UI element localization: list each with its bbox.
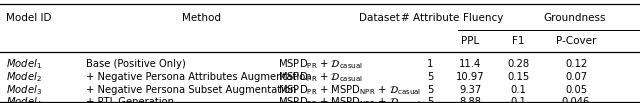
Text: MSPD$_{\rm PR}$ + MSPD$_{\rm NPR}$ + $\mathcal{D}_{\rm casual}$: MSPD$_{\rm PR}$ + MSPD$_{\rm NPR}$ + $\m… <box>278 83 421 97</box>
Text: 11.4: 11.4 <box>460 59 481 69</box>
Text: 5: 5 <box>427 85 433 95</box>
Text: 10.97: 10.97 <box>456 72 484 82</box>
Text: + RTL Generation: + RTL Generation <box>86 97 174 103</box>
Text: Groundness: Groundness <box>543 12 605 23</box>
Text: 0.05: 0.05 <box>565 85 587 95</box>
Text: 5: 5 <box>427 97 433 103</box>
Text: Base (Positive Only): Base (Positive Only) <box>86 59 186 69</box>
Text: Model ID: Model ID <box>6 12 52 23</box>
Text: $\mathit{Model}_{1}$: $\mathit{Model}_{1}$ <box>6 57 42 71</box>
Text: 0.046: 0.046 <box>562 97 590 103</box>
Text: 0.12: 0.12 <box>565 59 587 69</box>
Text: P-Cover: P-Cover <box>556 36 596 46</box>
Text: 5: 5 <box>427 72 433 82</box>
Text: 8.88: 8.88 <box>460 97 481 103</box>
Text: $\mathit{Model}_{4}$: $\mathit{Model}_{4}$ <box>6 96 42 103</box>
Text: PPL: PPL <box>461 36 479 46</box>
Text: 0.07: 0.07 <box>565 72 587 82</box>
Text: Fluency: Fluency <box>463 12 504 23</box>
Text: 0.1: 0.1 <box>511 97 526 103</box>
Text: $\mathit{Model}_{3}$: $\mathit{Model}_{3}$ <box>6 83 42 97</box>
Text: MSPD$_{\rm PR}$ + $\mathcal{D}_{\rm casual}$: MSPD$_{\rm PR}$ + $\mathcal{D}_{\rm casu… <box>278 57 364 71</box>
Text: MSPD$_{\rm PR}$ + $\mathcal{D}_{\rm casual}$: MSPD$_{\rm PR}$ + $\mathcal{D}_{\rm casu… <box>278 70 364 84</box>
Text: + Negative Persona Subset Augmentation: + Negative Persona Subset Augmentation <box>86 85 297 95</box>
Text: + Negative Persona Attributes Augmentation: + Negative Persona Attributes Augmentati… <box>86 72 312 82</box>
Text: 0.28: 0.28 <box>508 59 529 69</box>
Text: MSPD$_{\rm PR}$ + MSPD$_{\rm NPR}$ + $\mathcal{D}_{\rm casual}$: MSPD$_{\rm PR}$ + MSPD$_{\rm NPR}$ + $\m… <box>278 96 421 103</box>
Text: 0.1: 0.1 <box>511 85 526 95</box>
Text: # Attribute: # Attribute <box>401 12 460 23</box>
Text: 1: 1 <box>427 59 433 69</box>
Text: 9.37: 9.37 <box>460 85 481 95</box>
Text: 0.15: 0.15 <box>508 72 529 82</box>
Text: Method: Method <box>182 12 221 23</box>
Text: F1: F1 <box>512 36 525 46</box>
Text: Dataset: Dataset <box>360 12 400 23</box>
Text: $\mathit{Model}_{2}$: $\mathit{Model}_{2}$ <box>6 70 42 84</box>
